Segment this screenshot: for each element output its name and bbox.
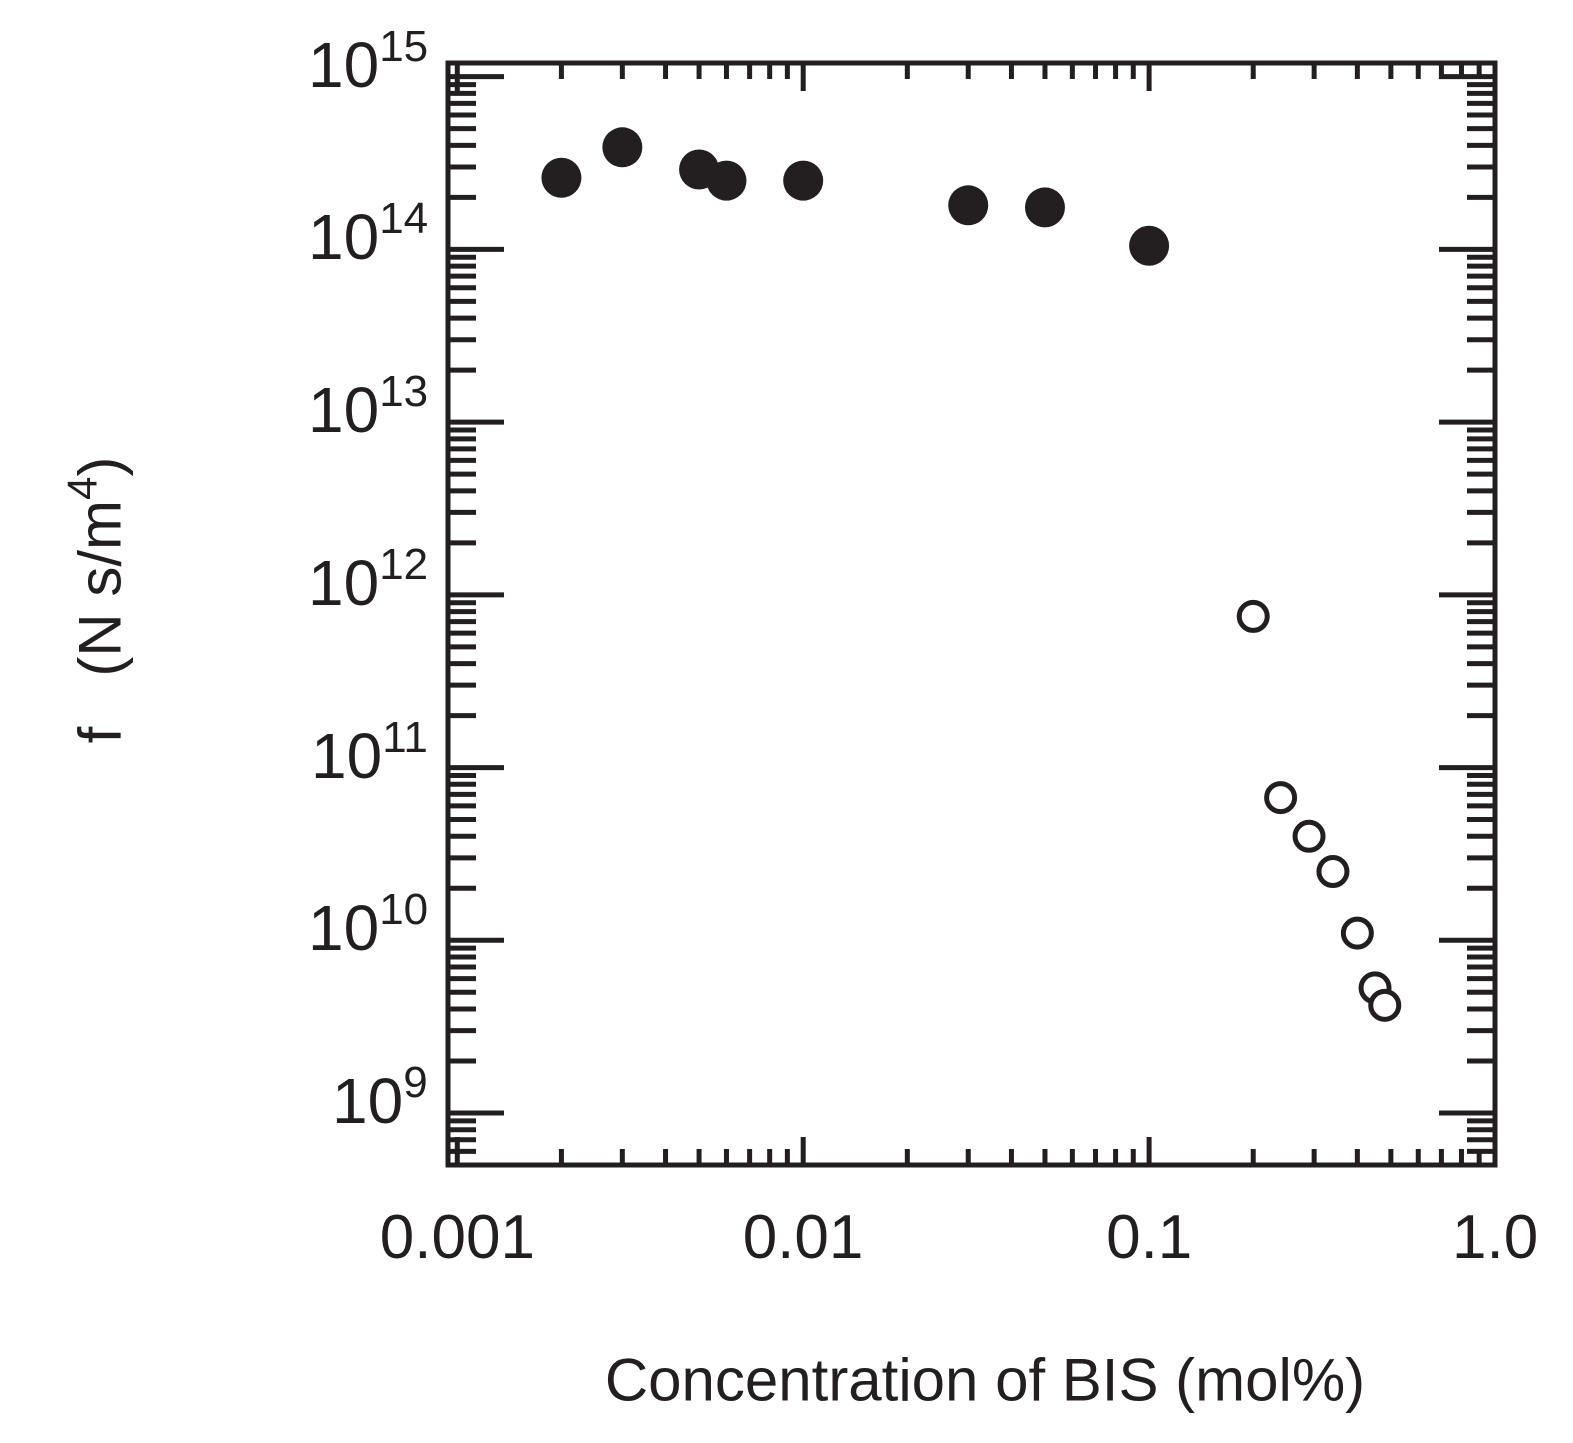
y-tick-label: 1014: [308, 197, 428, 270]
filled-data-point: [706, 160, 747, 201]
y-tick-exponent: 9: [403, 1058, 428, 1107]
y-tick-base: 10: [308, 28, 380, 101]
plot-frame: [445, 60, 1498, 1168]
y-tick-label: 1010: [308, 888, 428, 961]
filled-data-point: [948, 185, 989, 226]
y-tick-exponent: 13: [379, 367, 429, 417]
x-tick-label: 1.0: [1452, 1203, 1539, 1272]
y-axis-unit-close: ): [66, 456, 134, 477]
y-axis-label: f (N s/m4): [59, 456, 135, 744]
y-tick-label: 1015: [308, 24, 428, 97]
y-tick-base: 10: [311, 719, 383, 792]
y-tick-exponent: 15: [379, 21, 429, 71]
open-data-point: [1264, 781, 1298, 815]
filled-data-point: [783, 160, 824, 201]
filled-data-point: [1024, 187, 1065, 228]
y-tick-label: 1012: [308, 542, 428, 615]
y-tick-base: 10: [308, 892, 380, 965]
y-tick-exponent: 14: [379, 194, 429, 244]
x-tick-label: 0.01: [742, 1203, 864, 1272]
open-data-point: [1368, 988, 1402, 1022]
y-tick-base: 10: [308, 201, 380, 274]
axis-ticks: [448, 63, 1495, 1165]
y-axis-symbol: f: [66, 726, 134, 744]
open-data-point: [1316, 855, 1350, 889]
filled-data-point: [541, 157, 582, 198]
x-tick-label: 0.001: [379, 1203, 535, 1272]
open-data-point: [1340, 916, 1374, 950]
y-tick-base: 10: [332, 1065, 404, 1137]
x-axis-label: Concentration of BIS (mol%): [604, 1346, 1366, 1414]
y-tick-base: 10: [308, 374, 380, 447]
y-tick-exponent: 10: [379, 885, 429, 935]
y-tick-label: 1013: [308, 370, 428, 443]
y-axis-unit-exponent: 4: [58, 476, 106, 501]
y-tick-base: 10: [308, 546, 380, 619]
y-tick-exponent: 12: [379, 539, 429, 589]
filled-data-point: [602, 127, 643, 168]
x-tick-label: 0.1: [1106, 1203, 1193, 1272]
open-data-point: [1236, 599, 1270, 633]
y-axis-unit-open: (N s/m: [66, 500, 134, 677]
open-data-point: [1292, 819, 1326, 853]
y-tick-label: 1011: [311, 715, 428, 788]
y-tick-exponent: 11: [382, 712, 428, 762]
y-tick-label: 109: [332, 1061, 428, 1134]
data-points: [541, 127, 1402, 1022]
filled-data-point: [1129, 225, 1170, 266]
